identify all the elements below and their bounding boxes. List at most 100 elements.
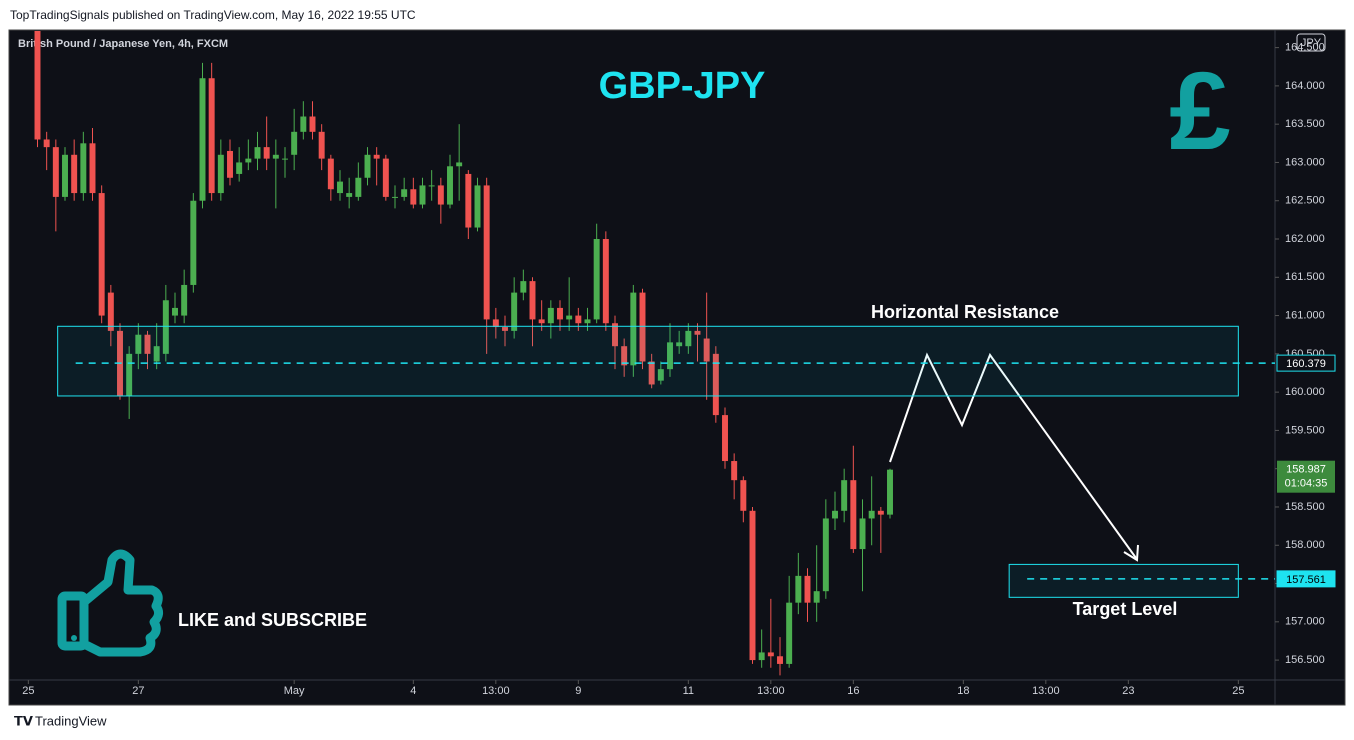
candle-body xyxy=(822,518,829,592)
candle-body xyxy=(474,185,481,228)
footer: TradingView xyxy=(35,713,107,728)
x-tick-label: 25 xyxy=(22,685,34,697)
candle-body xyxy=(135,334,142,354)
level-label: 157.561 xyxy=(1286,574,1326,586)
candle-body xyxy=(327,158,334,190)
candle-body xyxy=(832,510,838,519)
thumb-icon xyxy=(57,549,164,657)
zone xyxy=(57,325,1239,397)
last-price: 158.987 xyxy=(1286,464,1326,476)
x-tick-label: 23 xyxy=(1122,685,1134,697)
candle-body xyxy=(712,353,719,416)
candle-body xyxy=(694,330,701,335)
candle-body xyxy=(547,307,554,324)
candle-body xyxy=(887,469,893,515)
candle-body xyxy=(465,173,472,228)
candle-body xyxy=(337,181,343,194)
y-tick-label: 158.000 xyxy=(1285,539,1325,551)
candle-body xyxy=(52,147,59,197)
candle-body xyxy=(602,239,609,324)
symbol: British Pound / Japanese Yen, 4h, FXCM xyxy=(18,38,228,50)
y-tick-label: 161.000 xyxy=(1285,309,1325,321)
candle-body xyxy=(254,147,261,159)
candle-body xyxy=(795,575,802,603)
currency-icon: £ xyxy=(1169,50,1230,173)
candle-body xyxy=(382,158,389,197)
candle-body xyxy=(71,154,78,194)
candle-body xyxy=(217,154,224,194)
candle-body xyxy=(777,656,783,664)
zone-label: Target Level xyxy=(1073,599,1178,619)
candle-body xyxy=(529,281,536,320)
plot xyxy=(34,31,893,676)
price-badge xyxy=(1277,460,1335,493)
candle-body xyxy=(34,31,41,140)
x-tick-label: 11 xyxy=(683,685,694,697)
candle-body xyxy=(62,154,68,197)
x-tick-label: 9 xyxy=(575,685,581,697)
zone xyxy=(1008,563,1239,598)
candle-body xyxy=(758,652,765,661)
chart-bg xyxy=(8,29,1346,706)
candle-body xyxy=(98,193,105,316)
candle-body xyxy=(291,131,298,155)
candle-body xyxy=(584,319,591,324)
level-badge xyxy=(1276,570,1336,588)
y-tick-label: 163.500 xyxy=(1285,118,1325,130)
candle-body xyxy=(318,131,325,159)
x-tick-label: 13:00 xyxy=(757,685,785,697)
candle-body xyxy=(107,292,114,331)
candle-body xyxy=(740,480,747,511)
projection-path xyxy=(889,352,1137,559)
candle-body xyxy=(731,461,738,481)
y-tick-label: 161.500 xyxy=(1285,271,1325,283)
candle-body xyxy=(520,281,527,293)
candle-body xyxy=(648,361,655,385)
candle-body xyxy=(300,116,307,132)
x-tick-label: 13:00 xyxy=(482,685,510,697)
candle-body xyxy=(685,330,692,347)
y-tick-label: 158.500 xyxy=(1285,501,1325,513)
candle-body xyxy=(804,575,811,603)
y-tick-label: 160.000 xyxy=(1285,386,1325,398)
y-tick-label: 159.500 xyxy=(1285,424,1325,436)
candle-body xyxy=(492,319,499,328)
candle-body xyxy=(767,652,774,657)
candle-body xyxy=(639,292,646,362)
countdown: 01:04:35 xyxy=(1285,478,1328,490)
candle-body xyxy=(877,510,884,515)
candle-body xyxy=(227,150,233,178)
currency-badge xyxy=(1296,33,1326,52)
y-tick-label: 156.500 xyxy=(1285,654,1325,666)
x-tick-label: 25 xyxy=(1232,685,1244,697)
projection-arrow xyxy=(1123,544,1139,562)
candle-body xyxy=(511,292,518,331)
candle-body xyxy=(410,189,417,205)
candle-body xyxy=(428,185,435,187)
logo: 𝗧𝗩 xyxy=(14,713,33,728)
candle-body xyxy=(593,239,600,320)
candle-body xyxy=(676,342,683,347)
candle-body xyxy=(272,154,279,159)
candle-body xyxy=(859,518,866,550)
candle-body xyxy=(208,78,215,194)
x-tick-label: 27 xyxy=(132,685,144,697)
candle-body xyxy=(80,143,87,194)
candle-body xyxy=(162,300,169,354)
chart-title: GBP-JPY xyxy=(599,65,766,107)
candle-body xyxy=(401,189,408,197)
candle-body xyxy=(153,346,160,362)
candle-body xyxy=(447,166,453,205)
candle-body xyxy=(538,319,545,324)
candle-body xyxy=(621,346,628,366)
y-tick-label: 162.000 xyxy=(1285,233,1325,245)
candle-body xyxy=(236,162,243,174)
candle-body xyxy=(557,307,563,320)
candle-body xyxy=(813,591,820,603)
candle-body xyxy=(502,327,508,331)
candle-body xyxy=(630,292,637,366)
y-tick-label: 162.500 xyxy=(1285,195,1325,207)
level-label: 160.379 xyxy=(1286,358,1326,370)
candle-body xyxy=(346,193,353,197)
